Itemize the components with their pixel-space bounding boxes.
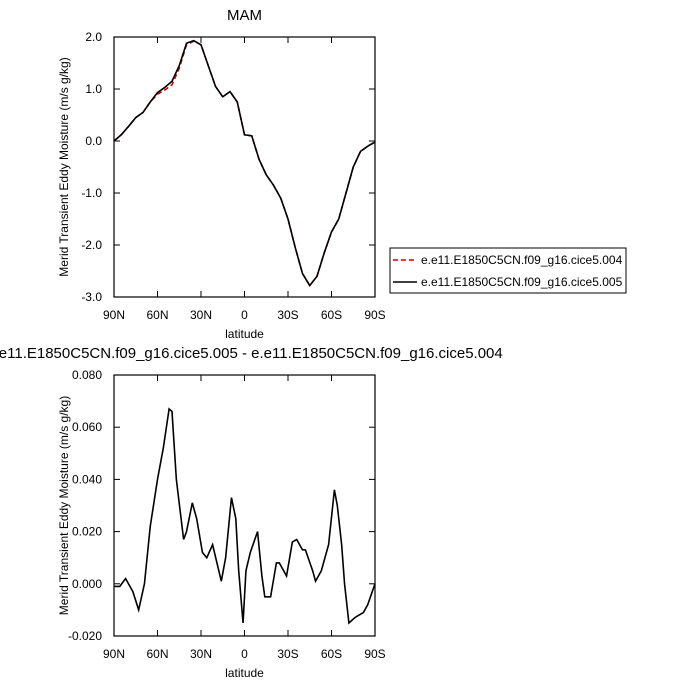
x-tick-label: 0 [241,308,248,322]
y-axis-label: Merid Transient Eddy Moisture (m/s g/kg) [57,396,71,615]
x-tick-label: 30N [190,308,212,322]
legend-box [389,247,627,294]
data-line [114,407,376,625]
x-axis-label: latitude [225,666,264,680]
x-tick-label: 60S [321,647,342,661]
x-tick-label: 60S [321,308,342,322]
x-axis-label: latitude [225,327,264,341]
plot-frame [113,36,376,298]
plot-frame [113,374,376,637]
legend-label: e.e11.E1850C5CN.f09_g16.cice5.005 [421,275,623,289]
y-tick-label: -1.0 [81,186,102,200]
y-axis-label: Merid Transient Eddy Moisture (m/s g/kg) [57,57,71,276]
y-tick-label: 0.0 [85,134,102,148]
chart-title: MAM [227,7,262,24]
y-tick-label: -3.0 [81,290,102,304]
x-tick-label: 60N [146,647,168,661]
data-line [113,40,376,287]
y-tick-label: 0.060 [72,420,102,434]
y-tick-label: 0.040 [72,472,102,486]
chart-title: e.e11.E1850C5CN.f09_g16.cice5.005 - e.e1… [0,345,503,362]
x-tick-label: 30N [190,647,212,661]
legend-label: e.e11.E1850C5CN.f09_g16.cice5.004 [421,253,623,267]
y-tick-label: 2.0 [85,30,102,44]
x-tick-label: 30S [277,308,298,322]
y-tick-label: 0.080 [72,368,102,382]
x-tick-label: 90S [364,308,385,322]
x-tick-label: 90S [364,647,385,661]
y-tick-label: 1.0 [85,82,102,96]
x-tick-label: 90N [103,308,125,322]
y-tick-label: -0.020 [68,629,102,643]
x-tick-label: 90N [103,647,125,661]
y-tick-label: -2.0 [81,238,102,252]
x-tick-label: 60N [146,308,168,322]
x-tick-label: 30S [277,647,298,661]
x-tick-label: 0 [241,647,248,661]
y-tick-label: 0.020 [72,525,102,539]
y-tick-label: 0.000 [72,577,102,591]
data-line [113,39,376,287]
